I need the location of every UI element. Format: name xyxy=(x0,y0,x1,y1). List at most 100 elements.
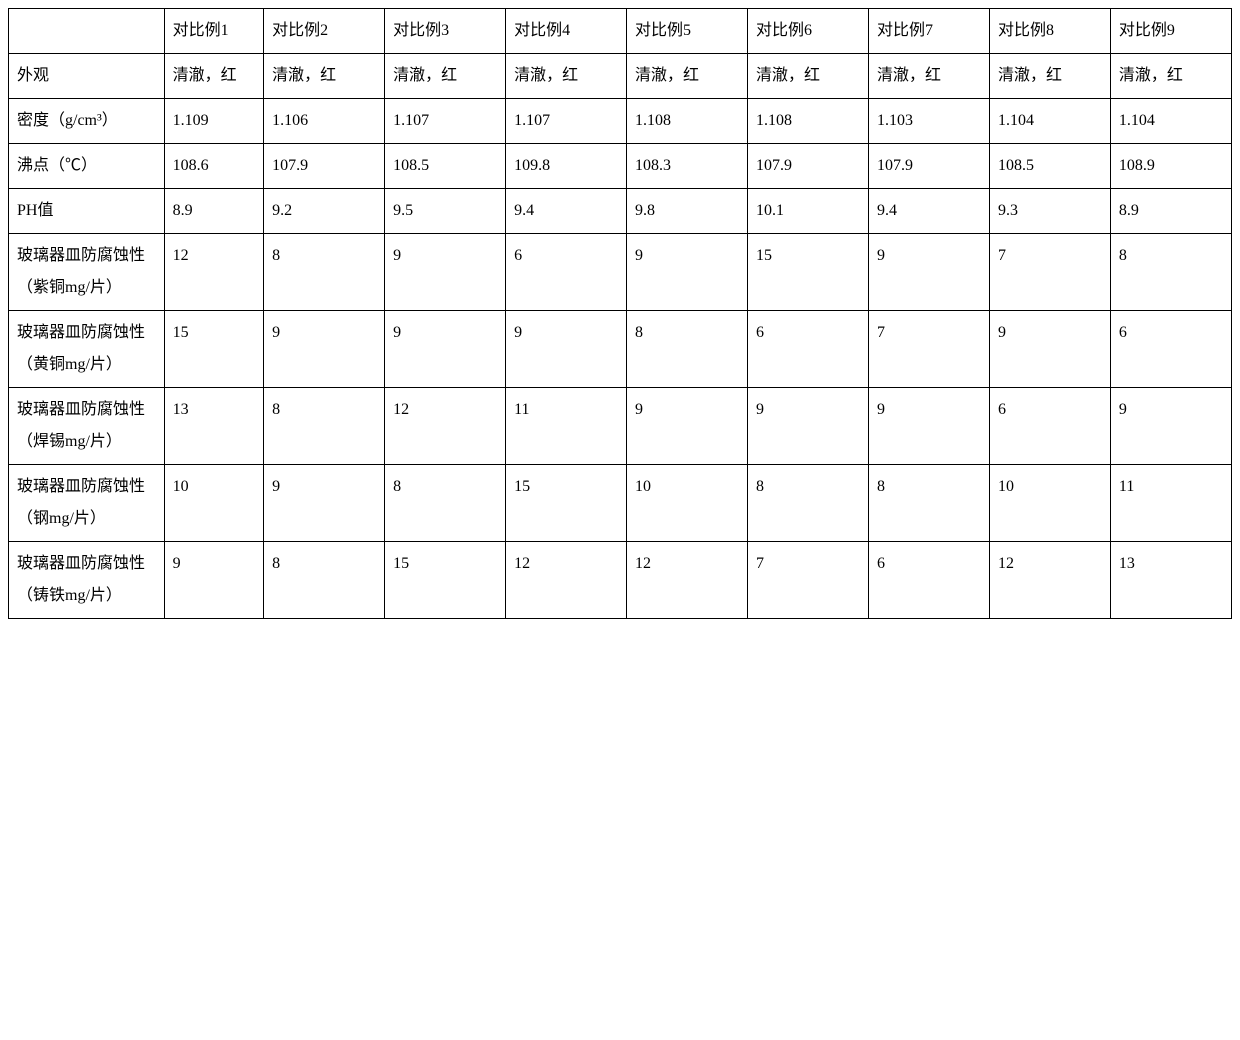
data-cell: 107.9 xyxy=(748,144,869,189)
data-cell: 1.107 xyxy=(506,99,627,144)
data-cell: 9 xyxy=(385,234,506,311)
data-cell: 清澈，红 xyxy=(264,54,385,99)
table-body: 外观清澈，红清澈，红清澈，红清澈，红清澈，红清澈，红清澈，红清澈，红清澈，红密度… xyxy=(9,54,1232,619)
data-cell: 9 xyxy=(627,388,748,465)
data-cell: 8.9 xyxy=(164,189,264,234)
data-cell: 107.9 xyxy=(868,144,989,189)
data-cell: 8 xyxy=(748,465,869,542)
data-cell: 108.3 xyxy=(627,144,748,189)
table-row: 密度（g/cm³）1.1091.1061.1071.1071.1081.1081… xyxy=(9,99,1232,144)
data-cell: 10.1 xyxy=(748,189,869,234)
table-row: 玻璃器皿防腐蚀性（紫铜mg/片）12896915978 xyxy=(9,234,1232,311)
data-cell: 9 xyxy=(868,388,989,465)
data-cell: 9.5 xyxy=(385,189,506,234)
data-cell: 15 xyxy=(506,465,627,542)
table-row: 外观清澈，红清澈，红清澈，红清澈，红清澈，红清澈，红清澈，红清澈，红清澈，红 xyxy=(9,54,1232,99)
data-cell: 9 xyxy=(385,311,506,388)
data-cell: 108.6 xyxy=(164,144,264,189)
data-cell: 清澈，红 xyxy=(385,54,506,99)
data-cell: 9.3 xyxy=(989,189,1110,234)
row-label-cell: 玻璃器皿防腐蚀性（焊锡mg/片） xyxy=(9,388,165,465)
data-cell: 9 xyxy=(989,311,1110,388)
data-cell: 6 xyxy=(748,311,869,388)
data-cell: 15 xyxy=(164,311,264,388)
header-cell: 对比例9 xyxy=(1110,9,1231,54)
data-cell: 108.9 xyxy=(1110,144,1231,189)
row-label-cell: 玻璃器皿防腐蚀性（钢mg/片） xyxy=(9,465,165,542)
data-cell: 10 xyxy=(164,465,264,542)
data-cell: 1.104 xyxy=(989,99,1110,144)
table-row: 玻璃器皿防腐蚀性（焊锡mg/片）138121199969 xyxy=(9,388,1232,465)
data-cell: 11 xyxy=(1110,465,1231,542)
data-cell: 8 xyxy=(868,465,989,542)
data-cell: 8 xyxy=(264,234,385,311)
data-cell: 清澈，红 xyxy=(627,54,748,99)
data-cell: 清澈，红 xyxy=(506,54,627,99)
data-cell: 清澈，红 xyxy=(164,54,264,99)
data-cell: 8 xyxy=(264,388,385,465)
data-cell: 7 xyxy=(868,311,989,388)
row-label-cell: 沸点（℃） xyxy=(9,144,165,189)
data-cell: 1.109 xyxy=(164,99,264,144)
data-cell: 清澈，红 xyxy=(748,54,869,99)
data-cell: 12 xyxy=(385,388,506,465)
data-cell: 清澈，红 xyxy=(1110,54,1231,99)
header-cell: 对比例3 xyxy=(385,9,506,54)
data-cell: 7 xyxy=(748,542,869,619)
data-cell: 8 xyxy=(627,311,748,388)
data-cell: 8.9 xyxy=(1110,189,1231,234)
data-cell: 12 xyxy=(164,234,264,311)
data-cell: 11 xyxy=(506,388,627,465)
table-header-row: 对比例1 对比例2 对比例3 对比例4 对比例5 对比例6 对比例7 对比例8 … xyxy=(9,9,1232,54)
data-cell: 清澈，红 xyxy=(868,54,989,99)
table-row: 沸点（℃）108.6107.9108.5109.8108.3107.9107.9… xyxy=(9,144,1232,189)
header-cell: 对比例7 xyxy=(868,9,989,54)
data-cell: 1.108 xyxy=(627,99,748,144)
data-cell: 6 xyxy=(868,542,989,619)
comparison-table: 对比例1 对比例2 对比例3 对比例4 对比例5 对比例6 对比例7 对比例8 … xyxy=(8,8,1232,619)
data-cell: 1.103 xyxy=(868,99,989,144)
data-cell: 15 xyxy=(748,234,869,311)
row-label-cell: 密度（g/cm³） xyxy=(9,99,165,144)
data-cell: 109.8 xyxy=(506,144,627,189)
table-row: 玻璃器皿防腐蚀性（钢mg/片）10981510881011 xyxy=(9,465,1232,542)
header-cell: 对比例5 xyxy=(627,9,748,54)
data-cell: 107.9 xyxy=(264,144,385,189)
data-cell: 1.104 xyxy=(1110,99,1231,144)
header-cell-empty xyxy=(9,9,165,54)
data-cell: 9 xyxy=(748,388,869,465)
row-label-cell: PH值 xyxy=(9,189,165,234)
data-cell: 9 xyxy=(164,542,264,619)
data-cell: 12 xyxy=(506,542,627,619)
data-cell: 9 xyxy=(264,311,385,388)
data-cell: 清澈，红 xyxy=(989,54,1110,99)
data-cell: 9 xyxy=(1110,388,1231,465)
data-cell: 10 xyxy=(989,465,1110,542)
data-cell: 9.4 xyxy=(868,189,989,234)
data-cell: 12 xyxy=(989,542,1110,619)
data-cell: 9.8 xyxy=(627,189,748,234)
data-cell: 6 xyxy=(506,234,627,311)
data-cell: 12 xyxy=(627,542,748,619)
data-cell: 13 xyxy=(1110,542,1231,619)
header-cell: 对比例6 xyxy=(748,9,869,54)
row-label-cell: 玻璃器皿防腐蚀性（铸铁mg/片） xyxy=(9,542,165,619)
row-label-cell: 玻璃器皿防腐蚀性（紫铜mg/片） xyxy=(9,234,165,311)
data-cell: 108.5 xyxy=(385,144,506,189)
data-cell: 1.107 xyxy=(385,99,506,144)
data-cell: 9.2 xyxy=(264,189,385,234)
data-cell: 9 xyxy=(264,465,385,542)
table-row: PH值8.99.29.59.49.810.19.49.38.9 xyxy=(9,189,1232,234)
row-label-cell: 外观 xyxy=(9,54,165,99)
data-cell: 6 xyxy=(1110,311,1231,388)
data-cell: 9.4 xyxy=(506,189,627,234)
row-label-cell: 玻璃器皿防腐蚀性（黄铜mg/片） xyxy=(9,311,165,388)
data-cell: 9 xyxy=(868,234,989,311)
data-cell: 8 xyxy=(264,542,385,619)
data-cell: 7 xyxy=(989,234,1110,311)
data-cell: 13 xyxy=(164,388,264,465)
header-cell: 对比例4 xyxy=(506,9,627,54)
data-cell: 8 xyxy=(1110,234,1231,311)
data-cell: 108.5 xyxy=(989,144,1110,189)
data-cell: 1.108 xyxy=(748,99,869,144)
